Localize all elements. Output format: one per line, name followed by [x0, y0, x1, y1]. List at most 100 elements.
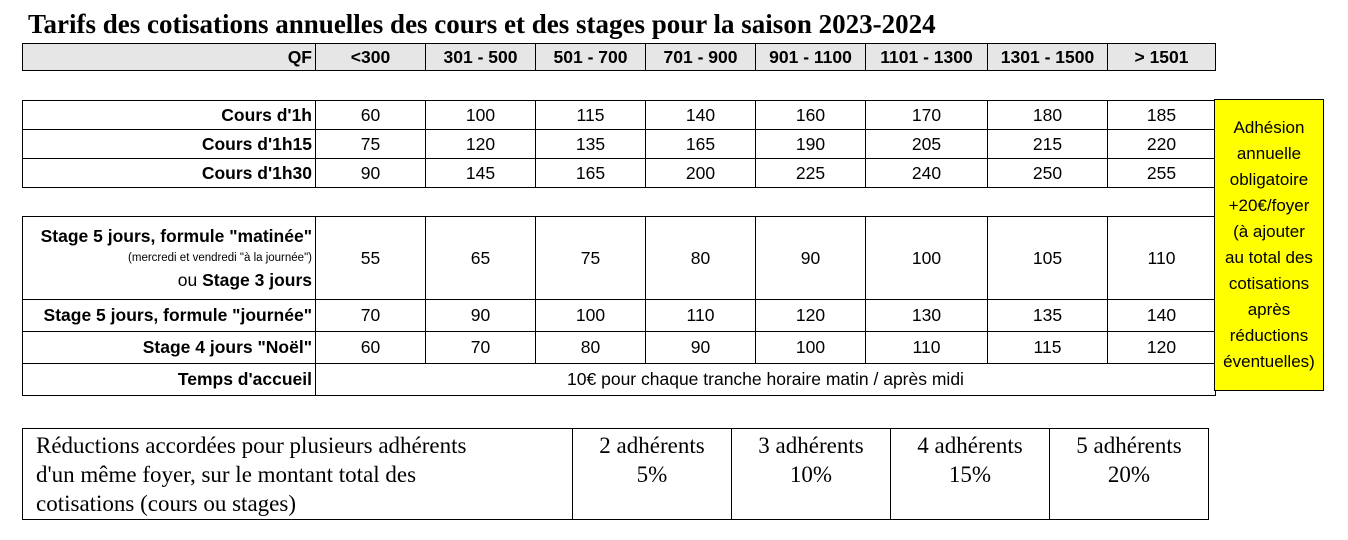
price-cell: 70	[315, 299, 426, 332]
price-cell: 100	[535, 299, 646, 332]
qf-bracket: 701 - 900	[645, 43, 756, 71]
price-cell: 80	[535, 331, 646, 364]
course-label: Cours d'1h30	[22, 158, 316, 188]
price-cell: 90	[425, 299, 536, 332]
qf-bracket: 501 - 700	[535, 43, 646, 71]
reduction-tier: 5 adhérents 20%	[1049, 428, 1209, 520]
price-cell: 190	[755, 129, 866, 159]
page-title: Tarifs des cotisations annuelles des cou…	[28, 9, 936, 39]
price-cell: 115	[987, 331, 1108, 364]
reduction-tier: 3 adhérents 10%	[731, 428, 891, 520]
adhesion-line: Adhésion	[1233, 118, 1305, 137]
price-cell: 75	[315, 129, 426, 159]
adhesion-line: annuelle	[1236, 144, 1302, 163]
qf-row: QF <300 301 - 500 501 - 700 701 - 900 90…	[22, 43, 1216, 71]
reductions-line: Réductions accordées pour plusieurs adhé…	[36, 433, 467, 458]
price-cell: 200	[645, 158, 756, 188]
price-cell: 120	[755, 299, 866, 332]
price-cell: 135	[535, 129, 646, 159]
price-cell: 105	[987, 216, 1108, 300]
qf-header-table: QF <300 301 - 500 501 - 700 701 - 900 90…	[22, 43, 1216, 71]
reduction-tier: 4 adhérents 15%	[890, 428, 1050, 520]
price-cell: 215	[987, 129, 1108, 159]
price-cell: 180	[987, 100, 1108, 130]
price-cell: 115	[535, 100, 646, 130]
table-row: Réductions accordées pour plusieurs adhé…	[22, 428, 1209, 520]
adhesion-line: cotisations	[1228, 274, 1310, 293]
qf-bracket: 301 - 500	[425, 43, 536, 71]
price-cell: 90	[645, 331, 756, 364]
price-cell: 135	[987, 299, 1108, 332]
tier-label: 3 adhérents	[758, 433, 864, 458]
price-cell: 165	[645, 129, 756, 159]
price-cell: 80	[645, 216, 756, 300]
qf-bracket: > 1501	[1107, 43, 1216, 71]
price-cell: 90	[315, 158, 426, 188]
stages-table: Stage 5 jours, formule "matinée" (mercre…	[22, 216, 1216, 396]
tier-value: 5%	[636, 462, 668, 487]
course-label: Cours d'1h15	[22, 129, 316, 159]
accueil-label: Temps d'accueil	[22, 363, 316, 396]
adhesion-line: +20€/foyer	[1228, 196, 1310, 215]
tier-label: 4 adhérents	[917, 433, 1023, 458]
adhesion-line: (à ajouter	[1233, 222, 1305, 241]
qf-bracket: 1301 - 1500	[987, 43, 1108, 71]
qf-label: QF	[22, 43, 316, 71]
price-cell: 250	[987, 158, 1108, 188]
stage-matinee-note: (mercredi et vendredi "à la journée")	[128, 252, 312, 264]
table-row: Cours d'1h 60 100 115 140 160 170 180 18…	[22, 100, 1216, 130]
price-cell: 145	[425, 158, 536, 188]
price-cell: 75	[535, 216, 646, 300]
price-cell: 225	[755, 158, 866, 188]
adhesion-line: réductions	[1229, 326, 1309, 345]
stage-matinee-line3: Stage 3 jours	[202, 270, 312, 290]
table-row: Temps d'accueil 10€ pour chaque tranche …	[22, 363, 1216, 396]
price-cell: 65	[425, 216, 536, 300]
reductions-description: Réductions accordées pour plusieurs adhé…	[22, 428, 573, 520]
price-cell: 120	[425, 129, 536, 159]
adhesion-line: au total des	[1225, 248, 1313, 267]
price-cell: 140	[1107, 299, 1216, 332]
price-cell: 165	[535, 158, 646, 188]
reduction-tier: 2 adhérents 5%	[572, 428, 732, 520]
price-cell: 140	[645, 100, 756, 130]
price-cell: 110	[645, 299, 756, 332]
tier-value: 20%	[1107, 462, 1151, 487]
price-cell: 60	[315, 331, 426, 364]
price-cell: 240	[865, 158, 988, 188]
price-cell: 110	[1107, 216, 1216, 300]
reductions-table: Réductions accordées pour plusieurs adhé…	[22, 428, 1209, 520]
courses-table: Cours d'1h 60 100 115 140 160 170 180 18…	[22, 100, 1216, 188]
price-cell: 90	[755, 216, 866, 300]
adhesion-line: après	[1247, 300, 1291, 319]
price-cell: 110	[865, 331, 988, 364]
qf-bracket: 1101 - 1300	[865, 43, 988, 71]
tier-label: 2 adhérents	[599, 433, 705, 458]
price-cell: 100	[755, 331, 866, 364]
accueil-value: 10€ pour chaque tranche horaire matin / …	[315, 363, 1216, 396]
price-cell: 55	[315, 216, 426, 300]
stage-journee-label: Stage 5 jours, formule "journée"	[22, 299, 316, 332]
tier-value: 15%	[948, 462, 992, 487]
table-row: Stage 5 jours, formule "journée" 70 90 1…	[22, 299, 1216, 332]
reductions-line: d'un même foyer, sur le montant total de…	[36, 462, 417, 487]
tier-label: 5 adhérents	[1076, 433, 1182, 458]
adhesion-line: obligatoire	[1229, 170, 1309, 189]
course-label: Cours d'1h	[22, 100, 316, 130]
price-cell: 130	[865, 299, 988, 332]
table-row: Stage 4 jours "Noël" 60 70 80 90 100 110…	[22, 331, 1216, 364]
price-cell: 205	[865, 129, 988, 159]
qf-bracket: <300	[315, 43, 426, 71]
price-cell: 255	[1107, 158, 1216, 188]
price-cell: 185	[1107, 100, 1216, 130]
adhesion-line: éventuelles)	[1223, 352, 1315, 371]
tier-value: 10%	[789, 462, 833, 487]
reductions-line: cotisations (cours ou stages)	[36, 491, 296, 516]
price-cell: 170	[865, 100, 988, 130]
qf-bracket: 901 - 1100	[755, 43, 866, 71]
stage-noel-label: Stage 4 jours "Noël"	[22, 331, 316, 364]
price-cell: 100	[865, 216, 988, 300]
stage-matinee-line1: Stage 5 jours, formule "matinée"	[40, 226, 312, 246]
price-cell: 120	[1107, 331, 1216, 364]
price-cell: 160	[755, 100, 866, 130]
